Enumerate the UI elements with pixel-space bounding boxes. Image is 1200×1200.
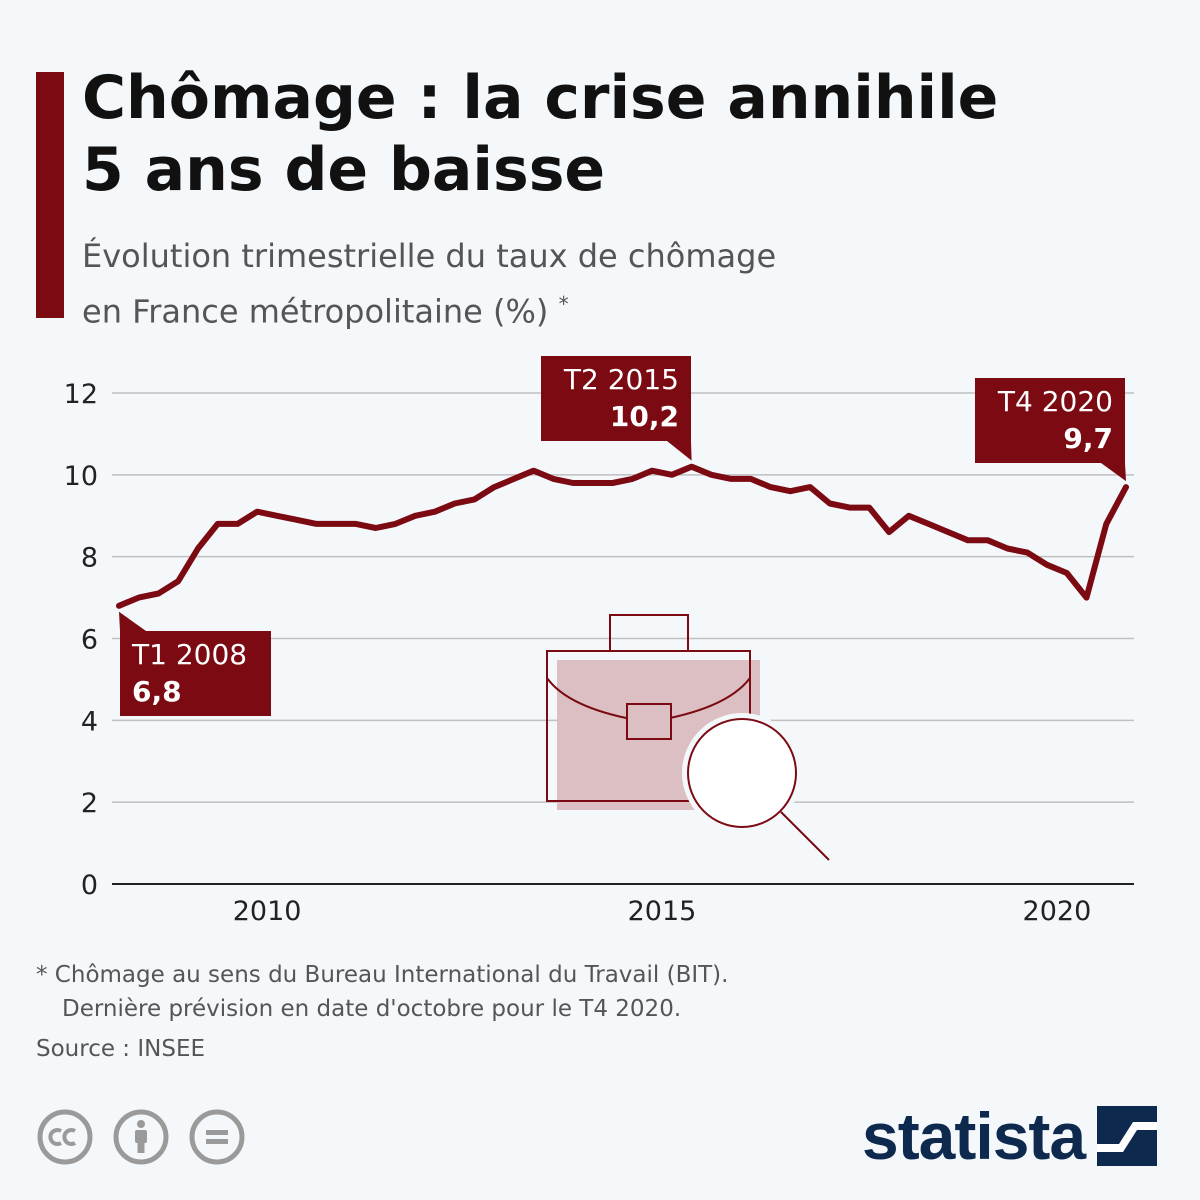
title-accent-bar xyxy=(36,72,64,318)
x-tick-label: 2015 xyxy=(628,896,697,927)
footnote: * Chômage au sens du Bureau Internationa… xyxy=(36,958,728,1026)
series-line-unemployment-rate xyxy=(116,463,1129,609)
footnote-line-1: * Chômage au sens du Bureau Internationa… xyxy=(36,962,729,988)
x-tick-label: 2020 xyxy=(1023,896,1092,927)
creative-commons-icon[interactable] xyxy=(36,1108,94,1166)
annotation-box xyxy=(120,631,271,716)
y-tick-label: 12 xyxy=(64,379,98,410)
annotation-box xyxy=(541,356,691,441)
annotation-label: T4 2020 xyxy=(997,385,1113,418)
y-tick-label: 4 xyxy=(81,706,98,737)
annotation-pointer xyxy=(119,611,146,631)
y-tick-label: 0 xyxy=(81,870,98,901)
annotation-box xyxy=(975,378,1125,463)
brand-wordmark: statista xyxy=(862,1099,1086,1173)
annotation-pointer xyxy=(667,441,692,461)
annotation-label: T1 2008 xyxy=(131,638,247,671)
y-tick-label: 8 xyxy=(81,543,98,574)
x-tick-label: 2010 xyxy=(233,896,302,927)
annotation-value: 10,2 xyxy=(610,400,679,433)
annotation-value: 9,7 xyxy=(1063,422,1113,455)
title-line-1: Chômage : la crise annihile xyxy=(82,63,999,133)
subtitle-line-2: en France métropolitaine (%) * xyxy=(82,280,776,336)
attribution-icon[interactable] xyxy=(112,1108,170,1166)
title-line-2: 5 ans de baisse xyxy=(82,135,606,205)
y-tick-label: 2 xyxy=(81,788,98,819)
annotation-label: T2 2015 xyxy=(563,363,679,396)
statista-logo-icon xyxy=(1097,1106,1158,1166)
no-derivatives-icon[interactable] xyxy=(188,1108,246,1166)
briefcase-magnifier-icon xyxy=(546,614,830,861)
subtitle-line-1: Évolution trimestrielle du taux de chôma… xyxy=(82,237,777,275)
page-title: Chômage : la crise annihile 5 ans de bai… xyxy=(82,62,998,206)
statista-brand[interactable]: statista xyxy=(862,1096,1158,1176)
page-subtitle: Évolution trimestrielle du taux de chôma… xyxy=(82,232,776,336)
subtitle-asterisk: * xyxy=(558,292,569,316)
annotation-value: 6,8 xyxy=(132,675,182,708)
annotation-pointer xyxy=(1101,463,1126,482)
source-text: Source : INSEE xyxy=(36,1036,206,1062)
license-icons xyxy=(36,1108,246,1166)
unemployment-line-chart: 0 2 4 6 8 10 12 2010 2015 2020 T1 2008 6,8 T2 2015 10… xyxy=(64,356,1134,927)
subtitle-line-2-text: en France métropolitaine (%) xyxy=(82,292,549,331)
y-tick-label: 10 xyxy=(64,461,98,492)
y-tick-label: 6 xyxy=(81,625,98,656)
footnote-line-2: Dernière prévision en date d'octobre pou… xyxy=(62,996,682,1022)
